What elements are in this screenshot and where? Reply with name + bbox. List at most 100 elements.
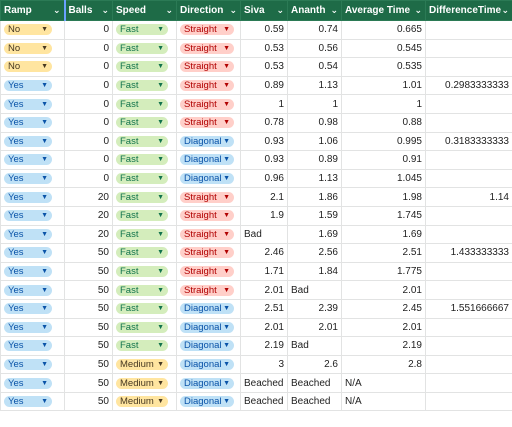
cell-direction[interactable]: Straight ▼ (176, 57, 241, 77)
cell-average-time[interactable]: 1.745 (341, 205, 426, 226)
cell-siva[interactable]: Beached (240, 391, 288, 412)
direction-chip[interactable]: Straight ▼ (180, 191, 234, 203)
cell-average-time[interactable]: N/A (341, 391, 426, 412)
cell-balls[interactable]: 20 (64, 205, 113, 226)
cell-average-time[interactable]: 2.51 (341, 243, 426, 263)
cell-direction[interactable]: Diagonal ▼ (176, 317, 241, 338)
cell-difference-time[interactable]: 0.3183333333 (425, 131, 512, 152)
direction-chip[interactable]: Diagonal ▼ (180, 340, 234, 352)
caret-down-icon[interactable]: ▼ (41, 360, 48, 368)
cell-average-time[interactable]: 2.01 (341, 280, 426, 300)
cell-balls[interactable]: 0 (64, 168, 113, 189)
cell-speed[interactable]: Medium ▼ (112, 373, 177, 393)
ramp-chip[interactable]: Yes ▼ (4, 191, 52, 203)
cell-average-time[interactable]: 1.775 (341, 261, 426, 282)
ramp-chip[interactable]: Yes ▼ (4, 80, 52, 91)
cell-ramp[interactable]: No ▼ (0, 20, 65, 40)
header-siva[interactable]: Siva ⌄ (240, 0, 288, 21)
cell-ananth[interactable]: Beached (287, 373, 342, 393)
caret-down-icon[interactable]: ▼ (41, 82, 48, 89)
cell-speed[interactable]: Fast ▼ (112, 57, 177, 77)
chevron-down-icon[interactable]: ⌄ (229, 5, 237, 15)
speed-chip[interactable]: Fast ▼ (116, 340, 168, 352)
ramp-chip[interactable]: Yes ▼ (4, 154, 52, 166)
cell-speed[interactable]: Fast ▼ (112, 20, 177, 40)
speed-chip[interactable]: Medium ▼ (116, 396, 168, 408)
cell-speed[interactable]: Fast ▼ (112, 224, 177, 245)
cell-average-time[interactable]: 0.995 (341, 131, 426, 152)
cell-direction[interactable]: Diagonal ▼ (176, 298, 241, 319)
cell-ananth[interactable]: 2.56 (287, 243, 342, 263)
cell-direction[interactable]: Diagonal ▼ (176, 391, 241, 412)
cell-difference-time[interactable]: 1.14 (425, 187, 512, 207)
speed-chip[interactable]: Fast ▼ (116, 24, 168, 36)
cell-balls[interactable]: 50 (64, 336, 113, 356)
speed-chip[interactable]: Fast ▼ (116, 80, 168, 91)
cell-ramp[interactable]: Yes ▼ (0, 224, 65, 245)
caret-down-icon[interactable]: ▼ (157, 174, 164, 182)
caret-down-icon[interactable]: ▼ (223, 193, 230, 201)
ramp-chip[interactable]: Yes ▼ (4, 228, 52, 240)
ramp-chip[interactable]: No ▼ (4, 61, 52, 73)
caret-down-icon[interactable]: ▼ (41, 137, 48, 145)
chevron-down-icon[interactable]: ⌄ (330, 5, 338, 15)
caret-down-icon[interactable]: ▼ (223, 26, 230, 34)
caret-down-icon[interactable]: ▼ (157, 100, 164, 108)
cell-direction[interactable]: Straight ▼ (176, 243, 241, 263)
direction-chip[interactable]: Straight ▼ (180, 61, 234, 73)
speed-chip[interactable]: Fast ▼ (116, 228, 168, 240)
cell-balls[interactable]: 0 (64, 150, 113, 170)
cell-difference-time[interactable] (425, 391, 512, 412)
direction-chip[interactable]: Diagonal ▼ (180, 377, 234, 389)
caret-down-icon[interactable]: ▼ (41, 398, 48, 406)
ramp-chip[interactable]: Yes ▼ (4, 284, 52, 296)
cell-direction[interactable]: Straight ▼ (176, 224, 241, 245)
direction-chip[interactable]: Diagonal ▼ (180, 396, 234, 408)
caret-down-icon[interactable]: ▼ (41, 193, 48, 201)
cell-siva[interactable]: 2.01 (240, 280, 288, 300)
direction-chip[interactable]: Straight ▼ (180, 80, 234, 91)
cell-ananth[interactable]: 0.98 (287, 112, 342, 133)
caret-down-icon[interactable]: ▼ (223, 267, 230, 275)
cell-ananth[interactable]: 1.69 (287, 224, 342, 245)
direction-chip[interactable]: Straight ▼ (180, 210, 234, 222)
cell-ramp[interactable]: Yes ▼ (0, 298, 65, 319)
cell-direction[interactable]: Diagonal ▼ (176, 150, 241, 170)
cell-siva[interactable]: 1.9 (240, 205, 288, 226)
cell-direction[interactable]: Straight ▼ (176, 94, 241, 114)
cell-average-time[interactable]: 1.045 (341, 168, 426, 189)
caret-down-icon[interactable]: ▼ (41, 174, 48, 182)
cell-speed[interactable]: Fast ▼ (112, 168, 177, 189)
cell-ananth[interactable]: 0.74 (287, 20, 342, 40)
caret-down-icon[interactable]: ▼ (223, 174, 230, 182)
caret-down-icon[interactable]: ▼ (41, 44, 48, 52)
ramp-chip[interactable]: Yes ▼ (4, 321, 52, 333)
cell-difference-time[interactable] (425, 373, 512, 393)
caret-down-icon[interactable]: ▼ (223, 379, 230, 387)
cell-difference-time[interactable] (425, 20, 512, 40)
caret-down-icon[interactable]: ▼ (157, 323, 164, 331)
cell-difference-time[interactable] (425, 94, 512, 114)
direction-chip[interactable]: Diagonal ▼ (180, 135, 234, 147)
cell-difference-time[interactable] (425, 336, 512, 356)
cell-ananth[interactable]: Beached (287, 391, 342, 412)
speed-chip[interactable]: Fast ▼ (116, 284, 168, 296)
direction-chip[interactable]: Diagonal ▼ (180, 172, 234, 184)
direction-chip[interactable]: Straight ▼ (180, 117, 234, 129)
cell-speed[interactable]: Fast ▼ (112, 317, 177, 338)
direction-chip[interactable]: Straight ▼ (180, 98, 234, 110)
cell-average-time[interactable]: 0.91 (341, 150, 426, 170)
caret-down-icon[interactable]: ▼ (223, 398, 230, 406)
cell-difference-time[interactable] (425, 354, 512, 375)
caret-down-icon[interactable]: ▼ (41, 286, 48, 294)
ramp-chip[interactable]: Yes ▼ (4, 377, 52, 389)
cell-direction[interactable]: Straight ▼ (176, 20, 241, 40)
ramp-chip[interactable]: Yes ▼ (4, 135, 52, 147)
caret-down-icon[interactable]: ▼ (41, 156, 48, 164)
caret-down-icon[interactable]: ▼ (223, 323, 230, 331)
cell-ananth[interactable]: 2.01 (287, 317, 342, 338)
caret-down-icon[interactable]: ▼ (223, 100, 230, 108)
cell-direction[interactable]: Diagonal ▼ (176, 336, 241, 356)
cell-difference-time[interactable] (425, 112, 512, 133)
cell-ramp[interactable]: Yes ▼ (0, 317, 65, 338)
